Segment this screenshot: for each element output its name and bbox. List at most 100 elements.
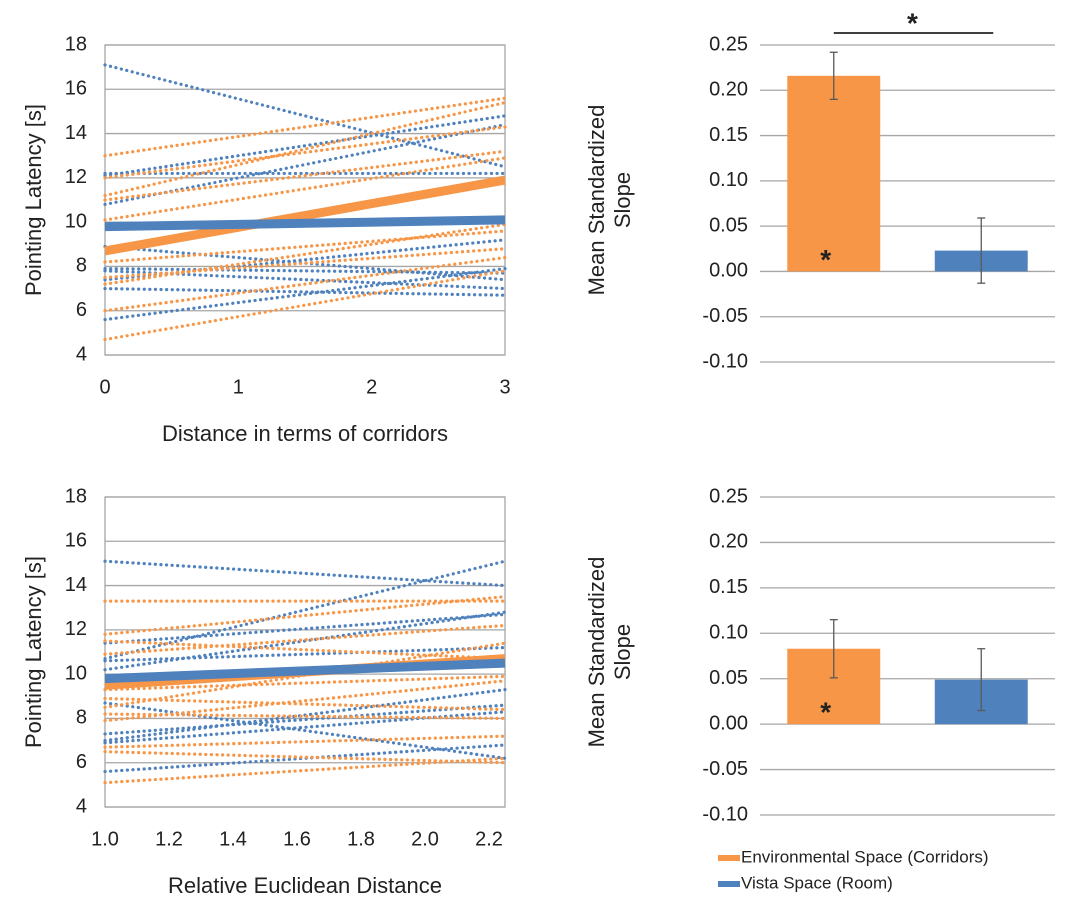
x-tick-label: 1 [233, 376, 244, 398]
legend-label: Vista Space (Room) [741, 873, 893, 892]
x-tick-label: 0 [99, 376, 110, 398]
trend-line [104, 658, 506, 684]
participant-line [103, 734, 507, 749]
legend-label: Environmental Space (Corridors) [741, 847, 989, 866]
participant-line [103, 674, 507, 692]
y-tick-label: -0.05 [702, 758, 748, 780]
participant-line [103, 286, 507, 297]
significance-marker: * [820, 697, 831, 728]
y-tick-label: 8 [76, 255, 87, 277]
participant-line [103, 267, 507, 275]
error-bar [829, 619, 838, 679]
y-tick-label: 0.20 [709, 79, 748, 101]
y-tick-label: 6 [76, 751, 87, 773]
trend-line [104, 215, 506, 232]
participant-line [103, 222, 507, 286]
x-axis-label: Distance in terms of corridors [162, 421, 448, 446]
participant-line [103, 229, 507, 264]
bar [787, 75, 881, 272]
y-tick-label: 16 [65, 78, 87, 100]
error-bar [977, 648, 986, 712]
y-tick-label: 12 [65, 618, 87, 640]
y-tick-label: 6 [76, 299, 87, 321]
participant-line [103, 743, 507, 774]
y-tick-label: 0.00 [709, 712, 748, 734]
participant-line [103, 595, 507, 636]
x-tick-label: 1.0 [91, 828, 119, 850]
significance-marker: * [907, 7, 918, 38]
participant-line [103, 96, 507, 158]
y-tick-label: 0.15 [709, 576, 748, 598]
y-tick-label: -0.05 [702, 305, 748, 327]
y-tick-label: 0.10 [709, 622, 748, 644]
y-axis-label: Mean Standardized Slope [584, 104, 635, 296]
participant-line [103, 756, 507, 785]
y-tick-label: -0.10 [702, 803, 748, 825]
error-bar [977, 217, 986, 284]
participant-line [103, 703, 507, 736]
y-tick-label: 0.05 [709, 214, 748, 236]
participant-line [103, 156, 507, 222]
y-tick-label: 8 [76, 707, 87, 729]
x-tick-label: 2.2 [475, 828, 503, 850]
x-tick-label: 2 [366, 376, 377, 398]
x-tick-label: 1.2 [155, 828, 183, 850]
significance-marker: * [820, 244, 831, 275]
x-tick-label: 2.0 [411, 828, 439, 850]
y-tick-label: 0.20 [709, 531, 748, 553]
participant-line [103, 114, 507, 178]
y-tick-label: 0.05 [709, 667, 748, 689]
participant-line [103, 710, 507, 745]
x-axis-label: Relative Euclidean Distance [168, 873, 442, 898]
participant-line [103, 63, 507, 169]
x-tick-label: 1.6 [283, 828, 311, 850]
plot-frame [104, 44, 506, 356]
x-tick-label: 1.8 [347, 828, 375, 850]
y-tick-label: 18 [65, 33, 87, 55]
x-tick-label: 3 [499, 376, 510, 398]
participant-line [103, 645, 507, 663]
y-tick-label: -0.10 [702, 350, 748, 372]
y-tick-label: 0.00 [709, 260, 748, 282]
y-tick-label: 0.15 [709, 124, 748, 146]
y-tick-label: 18 [65, 485, 87, 507]
y-tick-label: 0.10 [709, 169, 748, 191]
error-bar [829, 51, 838, 100]
y-axis-label: Mean Standardized Slope [584, 556, 635, 748]
participant-line [103, 623, 507, 656]
y-tick-label: 0.25 [709, 33, 748, 55]
participant-line [103, 100, 507, 198]
y-axis-label-box: Mean Standardized Slope [584, 556, 635, 748]
participant-line [103, 639, 507, 661]
participant-line [103, 696, 507, 712]
participant-line [103, 267, 507, 322]
participant-line [103, 255, 507, 313]
participant-line [103, 688, 507, 743]
y-tick-label: 4 [76, 343, 87, 365]
y-tick-label: 14 [65, 574, 87, 596]
plot-frame [104, 496, 506, 808]
y-tick-label: 0.25 [709, 485, 748, 507]
y-axis-label-box: Mean Standardized Slope [584, 104, 635, 296]
participant-line [103, 612, 507, 645]
participant-line [103, 125, 507, 180]
legend-swatch [718, 881, 740, 887]
trend-line [104, 175, 506, 256]
y-axis-label: Pointing Latency [s] [21, 104, 46, 296]
y-tick-label: 12 [65, 166, 87, 188]
participant-line [103, 701, 507, 760]
y-tick-label: 4 [76, 795, 87, 817]
participant-line [103, 269, 507, 342]
participant-line [103, 559, 507, 588]
participant-line [103, 149, 507, 202]
y-tick-label: 10 [65, 662, 87, 684]
x-tick-label: 1.4 [219, 828, 247, 850]
participant-line [103, 679, 507, 723]
legend-swatch [718, 855, 740, 861]
y-tick-label: 14 [65, 122, 87, 144]
y-tick-label: 16 [65, 530, 87, 552]
y-axis-label: Pointing Latency [s] [21, 556, 46, 748]
participant-line [103, 750, 507, 765]
y-tick-label: 10 [65, 210, 87, 232]
